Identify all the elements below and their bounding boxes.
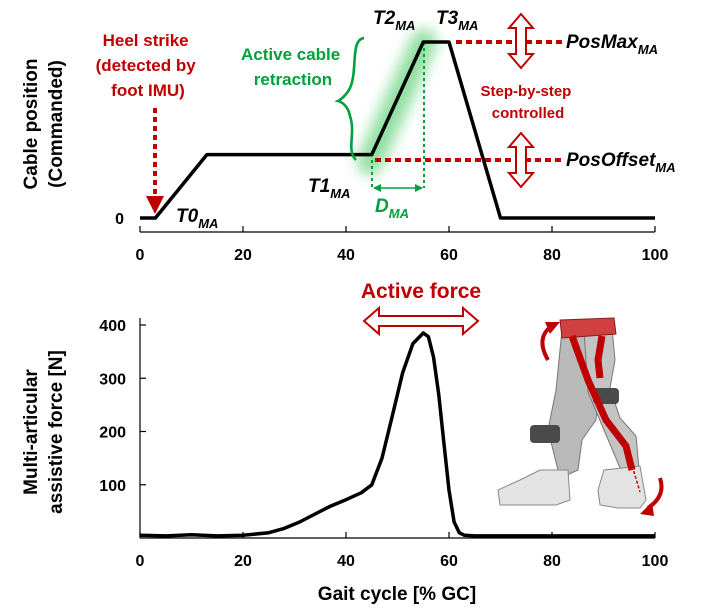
heel-strike-label: Heel strike (detected by foot IMU) [96,31,201,100]
posmax-sub: MA [638,42,658,57]
posoffset-main: PosOffset [566,150,656,171]
active-cable-label: Active cable retraction [241,45,345,89]
top-x-tick-label-60: 60 [440,247,458,264]
bottom-xlabel: Gait cycle [% GC] [318,584,476,605]
t0-label: T0MA [176,206,218,231]
step-by-step-line1: Step-by-step [480,83,571,100]
t0-main: T0 [176,206,199,227]
d-sub: MA [389,206,409,221]
t3-label: T3MA [436,8,478,33]
bottom-panel: Multi-articular assistive force [N] 0 20 4… [21,280,668,605]
posmax-label: PosMaxMA [566,32,658,57]
top-x-tick-label-40: 40 [337,247,355,264]
t0-sub: MA [198,216,218,231]
exosuit-legs-illustration [497,317,664,516]
top-ylabel-line1: Cable position [21,59,42,190]
t1-main: T1 [308,176,330,197]
active-cable-line2: retraction [254,70,332,89]
top-x-tick-label-80: 80 [543,247,561,264]
bottom-y-tick-label-300: 300 [99,371,126,388]
heel-strike-line3: foot IMU) [111,81,185,100]
bottom-y-tick-label-400: 400 [99,318,126,335]
bottom-x-tick-label-100: 100 [642,553,669,570]
step-by-step-line2: controlled [492,105,565,122]
posoffset-double-arrow [506,131,536,189]
t2-sub: MA [395,18,415,33]
bottom-x-tick-label-80: 80 [543,553,561,570]
top-x-tick-label-20: 20 [234,247,252,264]
d-ma-label: DMA [375,196,409,221]
posmax-double-arrow [506,12,536,70]
assistive-force-line [139,331,655,538]
cable-position-line [140,40,655,220]
posoffset-label: PosOffsetMA [566,150,676,175]
bottom-ylabel-line2: assistive force [N] [46,350,67,514]
top-x-tick-label-0: 0 [136,247,145,264]
active-force-label: Active force [361,280,481,303]
t3-sub: MA [458,18,478,33]
step-by-step-label: Step-by-step controlled [480,83,575,122]
heel-strike-line2: (detected by [96,56,197,75]
ankle-curved-arrowhead [640,502,654,516]
heel-strike-line1: Heel strike [103,31,189,50]
t1-sub: MA [330,186,350,201]
posmax-main: PosMax [566,32,639,53]
top-y-tick-label-0: 0 [115,211,124,228]
active-retraction-brace [334,36,365,161]
posoffset-sub: MA [655,160,675,175]
bottom-y-tick-label-100: 100 [99,478,126,495]
bottom-x-tick-label-60: 60 [440,553,458,570]
active-cable-line1: Active cable [241,45,340,64]
t1-label: T1MA [308,176,350,201]
bottom-x-tick-label-0: 0 [136,553,145,570]
bottom-y-tick-label-200: 200 [99,425,126,442]
top-x-tick-group: 0 20 40 60 80 100 [136,226,669,264]
t2-main: T2 [373,8,396,29]
top-panel: Cable position (Commanded) 0 20 40 60 80 100 … [21,8,676,264]
d-main: D [375,196,389,217]
top-ylabel-line2: (Commanded) [46,60,67,188]
bottom-y-tick-group: 100 200 300 400 [99,318,146,495]
top-x-tick-label-100: 100 [642,247,669,264]
heel-strike-arrowhead [146,196,164,214]
bottom-ylabel-line1: Multi-articular [21,369,42,495]
hip-curved-arrowhead [545,322,560,334]
active-force-double-arrow [362,305,480,337]
bottom-x-tick-group: 0 20 40 60 80 100 [136,532,669,570]
bottom-x-tick-label-20: 20 [234,553,252,570]
bottom-x-tick-label-40: 40 [337,553,355,570]
t2-label: T2MA [373,8,415,33]
t3-main: T3 [436,8,459,29]
